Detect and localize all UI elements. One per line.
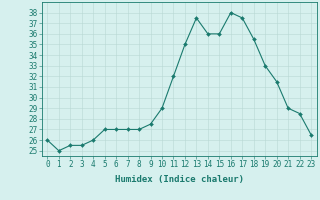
X-axis label: Humidex (Indice chaleur): Humidex (Indice chaleur) (115, 175, 244, 184)
